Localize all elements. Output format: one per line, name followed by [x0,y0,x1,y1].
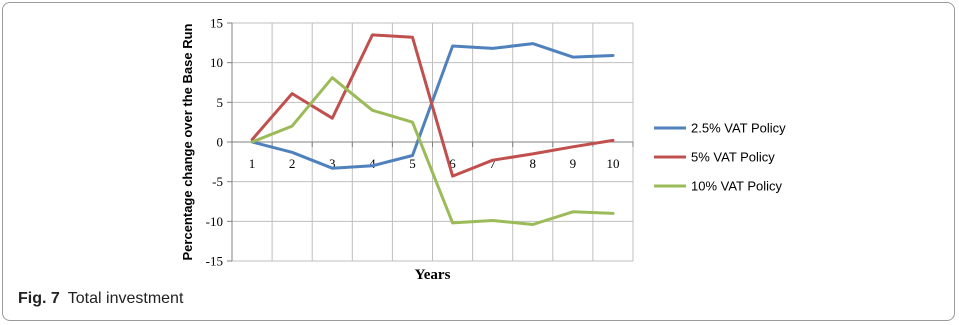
series-lines [250,33,615,226]
y-tick-labels: -15 -10 -5 0 5 10 15 [206,16,223,269]
series-line [250,42,615,170]
figure-caption: Fig. 7 Total investment [18,290,183,308]
y-tick-label: 5 [217,95,224,110]
legend-label: 2.5% VAT Policy [691,121,786,136]
figure-caption-text: Total investment [67,290,184,307]
y-tick-label: 15 [210,16,223,31]
legend: 2.5% VAT Policy 5% VAT Policy 10% VAT Poli… [654,121,786,194]
series-line [250,76,615,226]
y-tick-label: 0 [217,135,224,150]
x-axis-label: Years [415,267,451,283]
figure-number: Fig. 7 [18,290,60,307]
x-tick-label: 1 [249,156,256,171]
y-tick-label: 10 [210,55,223,70]
y-tick-label: -15 [206,254,223,269]
x-tick-label: 2 [289,156,296,171]
x-tick-labels: 1 2 3 4 5 6 7 8 9 10 [249,156,620,171]
x-tick-label: 9 [570,156,577,171]
line-chart: -15 -10 -5 0 5 10 15 1 2 3 4 5 6 7 8 9 10 Percentage ch… [180,16,786,284]
x-tick-label: 4 [369,156,376,171]
x-tick-label: 7 [489,156,496,171]
series-line [250,33,615,178]
x-tick-label: 6 [449,156,456,171]
x-tick-label: 10 [606,156,619,171]
axes [227,22,634,262]
x-tick-label: 3 [329,156,336,171]
x-tick-label: 5 [409,156,416,171]
x-tick-label: 8 [530,156,537,171]
y-tick-label: -5 [212,174,223,189]
y-tick-label: -10 [206,214,223,229]
y-axis-label: Percentage change over the Base Run [180,23,195,260]
figure-frame: -15 -10 -5 0 5 10 15 1 2 3 4 5 6 7 8 9 10 Percentage ch… [2,2,955,321]
legend-label: 10% VAT Policy [691,179,783,194]
legend-label: 5% VAT Policy [691,150,775,165]
